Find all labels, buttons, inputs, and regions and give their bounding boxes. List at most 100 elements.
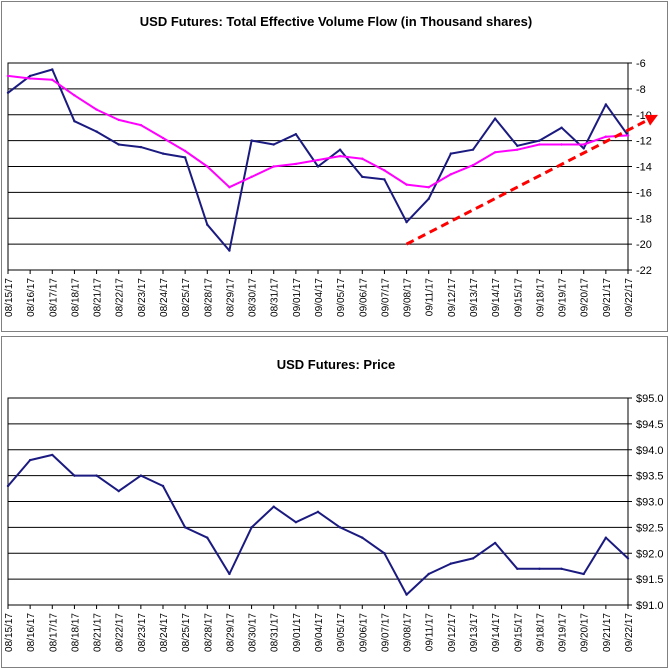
x-tick-label: 09/05/17 xyxy=(336,613,347,652)
x-tick-label: 08/25/17 xyxy=(181,613,192,652)
data-point xyxy=(405,220,408,224)
data-point xyxy=(604,536,608,539)
x-tick-label: 09/01/17 xyxy=(292,278,303,317)
data-point xyxy=(604,135,608,138)
data-point xyxy=(338,154,342,158)
data-point xyxy=(183,526,187,529)
data-point xyxy=(6,91,10,94)
x-tick-label: 09/11/17 xyxy=(425,278,436,317)
x-tick-label: 08/24/17 xyxy=(159,613,170,652)
data-point xyxy=(560,143,563,146)
data-point xyxy=(250,175,253,179)
data-point xyxy=(117,118,120,122)
x-tick-label: 09/05/17 xyxy=(336,278,347,317)
x-tick-label: 08/15/17 xyxy=(4,278,15,317)
data-point xyxy=(383,169,386,172)
data-point xyxy=(6,484,10,488)
data-point xyxy=(471,148,475,151)
data-point xyxy=(427,186,430,189)
x-tick-label: 08/17/17 xyxy=(48,278,59,317)
data-point xyxy=(6,74,10,78)
data-point xyxy=(95,108,98,111)
chart-title: USD Futures: Price xyxy=(277,357,395,372)
data-point xyxy=(294,162,298,166)
data-point xyxy=(471,557,475,560)
x-tick-label: 08/23/17 xyxy=(137,278,148,317)
data-point xyxy=(316,510,320,514)
x-tick-label: 09/14/17 xyxy=(491,613,502,652)
data-point xyxy=(626,557,630,560)
x-tick-label: 08/30/17 xyxy=(248,613,259,652)
x-tick-label: 08/18/17 xyxy=(70,613,81,652)
data-point xyxy=(117,143,120,146)
data-point xyxy=(206,223,209,226)
data-point xyxy=(95,130,98,133)
trend-arrow-line xyxy=(405,117,651,246)
data-point xyxy=(516,148,519,151)
x-tick-label: 08/21/17 xyxy=(93,613,104,652)
data-point xyxy=(161,152,165,155)
data-point xyxy=(294,132,298,136)
x-tick-label: 08/16/17 xyxy=(26,613,37,652)
data-point xyxy=(316,158,320,162)
x-tick-label: 09/08/17 xyxy=(403,278,414,317)
data-point xyxy=(183,149,187,153)
y-tick-label: -12 xyxy=(636,136,652,148)
y-tick-label: $91.5 xyxy=(636,574,664,586)
data-point xyxy=(560,567,563,570)
x-tick-label: 08/16/17 xyxy=(26,278,37,317)
data-point xyxy=(538,567,541,570)
y-tick-label: -20 xyxy=(636,239,652,251)
data-point xyxy=(139,123,143,127)
x-tick-label: 09/01/17 xyxy=(292,613,303,652)
data-point xyxy=(250,526,253,529)
x-tick-label: 09/06/17 xyxy=(358,278,369,317)
data-point xyxy=(73,474,76,477)
x-tick-label: 09/15/17 xyxy=(513,278,524,317)
data-point xyxy=(516,567,519,570)
x-tick-label: 09/08/17 xyxy=(403,613,414,652)
x-tick-label: 09/18/17 xyxy=(535,278,546,317)
data-point xyxy=(139,474,143,477)
data-point xyxy=(28,74,32,78)
data-point xyxy=(73,94,76,97)
data-point xyxy=(471,164,475,167)
data-point xyxy=(139,145,143,149)
x-tick-label: 09/12/17 xyxy=(447,613,458,652)
price-chart: USD Futures: Price $95.0 $94.5 $94.0 $93.5 $9… xyxy=(4,357,664,652)
x-tick-label: 09/13/17 xyxy=(469,278,480,317)
y-tick-label: $94.0 xyxy=(636,445,664,457)
x-tick-label: 09/06/17 xyxy=(358,613,369,652)
data-point xyxy=(228,572,231,576)
x-tick-label: 09/19/17 xyxy=(558,613,569,652)
data-point xyxy=(294,521,298,524)
data-point xyxy=(161,484,165,488)
data-point xyxy=(51,68,54,71)
data-point xyxy=(361,157,364,160)
data-point xyxy=(582,143,585,146)
data-point xyxy=(95,474,98,477)
y-tick-label: -22 xyxy=(636,265,652,277)
x-tick-label: 09/18/17 xyxy=(535,613,546,652)
x-tick-label: 09/22/17 xyxy=(624,613,635,652)
x-tick-label: 08/28/17 xyxy=(203,613,214,652)
data-point xyxy=(28,77,32,80)
x-tick-label: 09/20/17 xyxy=(580,278,591,317)
data-point xyxy=(604,103,608,106)
y-tick-label: $94.5 xyxy=(636,419,664,431)
data-point xyxy=(161,136,165,140)
x-tick-label: 08/22/17 xyxy=(115,278,126,317)
data-point xyxy=(493,117,497,120)
data-point xyxy=(361,536,364,539)
y-tick-label: $92.0 xyxy=(636,548,664,560)
y-tick-label: -16 xyxy=(636,187,652,199)
x-tick-label: 09/14/17 xyxy=(491,278,502,317)
volume-flow-chart-panel: USD Futures: Total Effective Volume Flow… xyxy=(1,1,668,332)
x-tick-label: 08/28/17 xyxy=(203,278,214,317)
x-tick-label: 09/07/17 xyxy=(380,613,391,652)
data-point xyxy=(28,458,32,462)
data-point xyxy=(361,175,364,179)
data-point xyxy=(449,152,453,155)
data-point xyxy=(206,165,209,168)
data-point xyxy=(228,249,231,252)
